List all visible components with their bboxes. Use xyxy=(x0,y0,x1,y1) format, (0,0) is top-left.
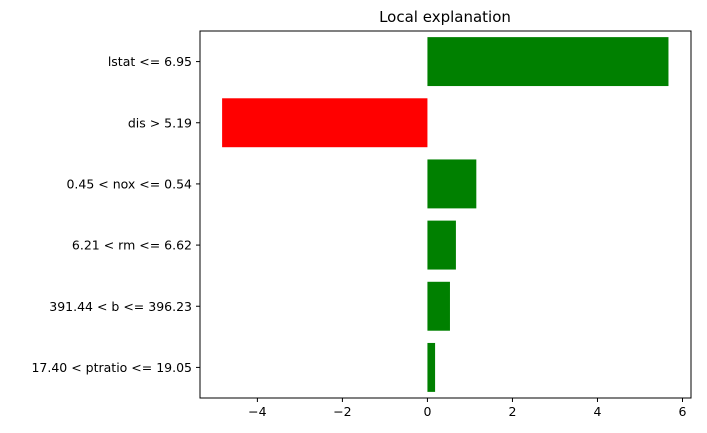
x-tick-label-0: −4 xyxy=(248,404,266,419)
x-tick-label-2: 0 xyxy=(423,404,431,419)
bar-1 xyxy=(222,98,428,148)
x-tick-label-1: −2 xyxy=(333,404,351,419)
y-tick-label-1: dis > 5.19 xyxy=(128,115,192,130)
plot-frame xyxy=(199,30,692,399)
y-axis: lstat <= 6.95 dis > 5.19 0.45 < nox <= 0.5… xyxy=(31,54,200,375)
y-tick-label-4: 391.44 < b <= 396.23 xyxy=(49,299,192,314)
y-tick-label-3: 6.21 < rm <= 6.62 xyxy=(72,238,192,253)
bar-2 xyxy=(427,159,477,209)
x-tick-label-4: 4 xyxy=(593,404,601,419)
y-tick-label-0: lstat <= 6.95 xyxy=(108,54,192,69)
bar-3 xyxy=(427,220,456,270)
bar-0 xyxy=(427,37,669,87)
chart-title: Local explanation xyxy=(379,8,511,26)
bars xyxy=(222,37,669,392)
y-tick-label-2: 0.45 < nox <= 0.54 xyxy=(66,176,192,191)
x-axis: −4 −2 0 2 4 6 xyxy=(248,398,687,419)
bar-4 xyxy=(427,281,450,331)
bar-5 xyxy=(427,342,436,392)
y-tick-label-5: 17.40 < ptratio <= 19.05 xyxy=(31,360,192,375)
x-tick-label-3: 2 xyxy=(508,404,516,419)
x-tick-label-5: 6 xyxy=(679,404,687,419)
